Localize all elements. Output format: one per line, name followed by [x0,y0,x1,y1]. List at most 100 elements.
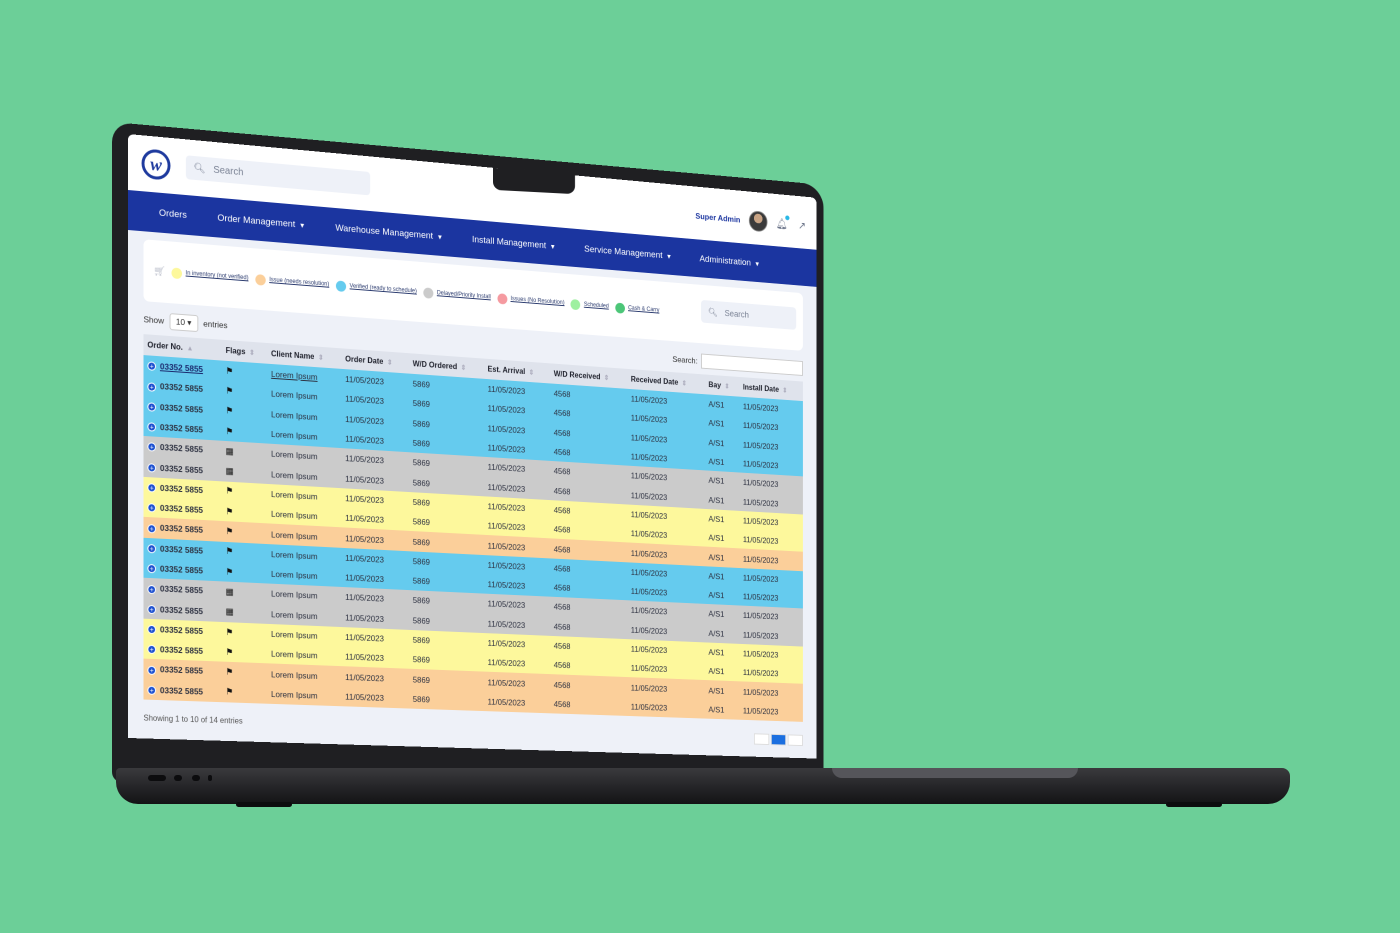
page-prev-button[interactable] [753,733,770,746]
bay-value: A/S1 [708,475,725,486]
order-number[interactable]: 03352 5855 [159,583,204,596]
order-number[interactable]: 03352 5855 [159,401,204,415]
wd-received-value: 4568 [553,660,571,671]
nav-item-administration[interactable]: Administration ▼ [689,252,770,269]
order-number[interactable]: 03352 5855 [159,624,204,636]
order-date-value: 11/05/2023 [345,413,384,427]
received-date-value: 11/05/2023 [630,547,668,560]
install-date-value: 11/05/2023 [742,667,779,679]
wd-received-value: 4568 [553,524,571,535]
legend-color-dot [255,273,266,286]
nav-item-warehouse-management[interactable]: Warehouse Management ▼ [324,221,454,243]
client-value[interactable]: Lorem Ipsum [271,369,318,383]
cell-flag: ⚑ [221,682,268,704]
client-value: Lorem Ipsum [271,628,318,641]
est-arrival-value: 11/05/2023 [487,501,526,513]
expand-row-icon[interactable]: + [147,381,157,392]
order-date-value: 11/05/2023 [345,453,384,466]
expand-row-icon[interactable]: + [147,543,157,554]
client-value: Lorem Ipsum [271,648,318,661]
order-number[interactable]: 03352 5855 [159,543,204,556]
client-value: Lorem Ipsum [271,588,318,601]
order-number[interactable]: 03352 5855 [159,421,204,435]
nav-item-service-management[interactable]: Service Management ▼ [574,242,683,262]
legend-color-dot [614,302,625,314]
page-1-button[interactable] [770,733,787,746]
legend-label: Issues (No Resolution) [510,296,565,307]
install-date-value: 11/05/2023 [742,648,779,660]
legend-item[interactable]: In inventory (not verified) [171,266,249,284]
bay-value: A/S1 [708,666,725,677]
order-number[interactable]: 03352 5855 [159,442,204,455]
user-name[interactable]: Super Admin [695,211,741,225]
order-number[interactable]: 03352 5855 [159,603,204,616]
page-length-select[interactable]: 10 ▾ [169,313,199,333]
legend-label: In inventory (not verified) [185,270,249,282]
legend-item[interactable]: Delayed/Priority Install [423,286,491,303]
order-number[interactable]: 03352 5855 [159,462,204,475]
column-header[interactable]: Bay ⇕ [705,374,740,397]
order-date-value: 11/05/2023 [345,691,384,703]
expand-row-icon[interactable]: + [147,604,157,615]
expand-row-icon[interactable]: + [147,483,157,493]
order-number[interactable]: 03352 5855 [159,664,204,677]
avatar[interactable] [748,210,768,233]
order-number[interactable]: 03352 5855 [159,502,204,516]
expand-row-icon[interactable]: + [147,584,157,594]
order-number[interactable]: 03352 5855 [159,644,204,657]
wd-ordered-value: 5869 [412,418,430,430]
order-number[interactable]: 03352 5855 [159,563,204,576]
order-number[interactable]: 03352 5855 [159,482,204,495]
page-next-button[interactable] [787,734,803,747]
expand-row-icon[interactable]: + [147,462,157,473]
cell-bay: A/S1 [705,413,740,435]
legend-item[interactable]: Scheduled [570,298,609,312]
expand-row-icon[interactable]: + [147,523,157,534]
table-search: Search: [672,351,803,376]
search-icon: 🔍︎ [707,306,718,317]
top-search-input[interactable]: 🔍︎ Search [185,155,371,196]
received-date-value: 11/05/2023 [630,393,668,406]
expand-row-icon[interactable]: + [147,645,157,655]
search-icon: 🔍︎ [193,162,206,175]
expand-row-icon[interactable]: + [147,503,157,513]
app-logo[interactable]: w [141,148,171,181]
order-number[interactable]: 03352 5855 [159,381,204,395]
legend-color-dot [497,292,507,305]
cell-bay: A/S1 [705,527,740,549]
audio-port [208,775,212,781]
expand-row-icon[interactable]: + [147,442,157,453]
column-header-label: Bay [708,380,722,390]
legend-item[interactable]: Cash & Carry [614,302,659,316]
expand-row-icon[interactable]: + [147,361,157,372]
expand-row-icon[interactable]: + [147,402,157,412]
bell-icon[interactable]: 🔔︎ [776,215,790,230]
order-date-value: 11/05/2023 [345,493,384,506]
usb-port [192,775,200,781]
client-value: Lorem Ipsum [271,409,318,422]
legend-item[interactable]: Issues (No Resolution) [497,292,565,309]
nav-item-install-management[interactable]: Install Management ▼ [461,233,566,252]
expand-row-icon[interactable]: + [147,665,157,675]
order-number[interactable]: 03352 5855 [159,523,204,536]
expand-row-icon[interactable]: + [147,564,157,574]
legend-search-input[interactable]: 🔍︎ Search [701,299,797,330]
nav-item-orders[interactable]: Orders [147,206,198,221]
order-number[interactable]: 03352 5855 [159,684,204,697]
cell-bay: A/S1 [705,680,740,701]
expand-row-icon[interactable]: + [147,685,157,695]
table-search-input[interactable] [701,353,803,376]
received-date-value: 11/05/2023 [630,413,668,426]
laptop-foot [236,802,292,807]
cell-flag: ⚑ [221,541,268,564]
expand-row-icon[interactable]: + [147,624,157,635]
share-icon[interactable]: ↗ [798,219,806,232]
nav-item-order-management[interactable]: Order Management ▼ [206,211,317,231]
expand-row-icon[interactable]: + [147,422,157,432]
legend-item[interactable]: Issue (needs resolution) [255,273,329,291]
cell-bay: A/S1 [705,642,740,663]
order-number[interactable]: 03352 5855 [159,361,204,375]
cell-flag: ⚑ [221,400,268,424]
legend-item[interactable]: Verified (ready to schedule) [335,279,417,297]
est-arrival-value: 11/05/2023 [487,696,526,708]
